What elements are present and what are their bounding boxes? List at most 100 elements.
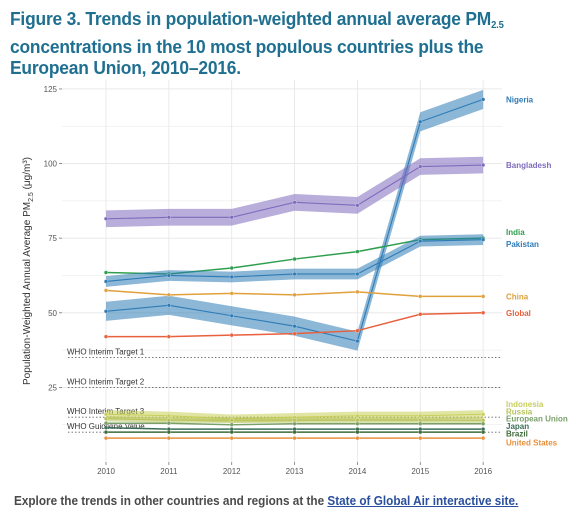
point-russia-2016 xyxy=(481,418,486,423)
point-global-2012 xyxy=(229,333,234,338)
series-global xyxy=(103,310,486,339)
series-label-brazil: Brazil xyxy=(506,430,528,439)
x-tick-label-2013: 2013 xyxy=(286,467,304,476)
series-label-china: China xyxy=(506,292,529,301)
y-tick-label-75: 75 xyxy=(48,234,57,243)
series-japan xyxy=(103,425,486,432)
point-pakistan-2015 xyxy=(418,239,423,244)
point-pakistan-2012 xyxy=(229,274,234,280)
state-of-global-air-link[interactable]: State of Global Air interactive site. xyxy=(327,494,519,508)
point-european-union-2016 xyxy=(481,421,486,426)
point-brazil-2015 xyxy=(418,430,423,435)
point-global-2013 xyxy=(292,331,297,336)
point-russia-2014 xyxy=(355,418,360,423)
series-label-nigeria: Nigeria xyxy=(506,95,534,104)
point-pakistan-2016 xyxy=(481,237,486,242)
series-european-union xyxy=(103,421,486,427)
x-tick-label-2012: 2012 xyxy=(223,467,241,476)
point-nigeria-2010 xyxy=(103,309,109,314)
series-labels: Nigeria Bangladesh India Pakistan China Globa… xyxy=(506,95,568,447)
point-nigeria-2015 xyxy=(418,119,423,124)
point-russia-2012 xyxy=(229,418,234,423)
point-india-2012 xyxy=(229,265,234,271)
point-indonesia-2015 xyxy=(418,413,423,418)
point-brazil-2014 xyxy=(355,430,360,435)
series-label-japan: Japan xyxy=(506,422,529,431)
point-european-union-2013 xyxy=(292,421,297,426)
x-tick-label-2014: 2014 xyxy=(349,467,367,476)
y-axis-label: Population-Weighted Annual Average PM2.5… xyxy=(22,157,35,385)
point-european-union-2015 xyxy=(418,421,423,426)
reference-label-who-interim-target-1: WHO Interim Target 1 xyxy=(67,348,145,357)
point-russia-2010 xyxy=(103,416,109,421)
point-bangladesh-2013 xyxy=(292,200,297,205)
point-bangladesh-2016 xyxy=(481,163,486,168)
title-part-2: concentrations in the 10 most populous c… xyxy=(10,36,484,78)
point-bangladesh-2011 xyxy=(166,215,171,220)
series-label-russia: Russia xyxy=(506,407,533,416)
series-label-european-union: European Union xyxy=(506,415,568,424)
point-global-2016 xyxy=(481,310,486,315)
point-china-2010 xyxy=(103,288,109,293)
y-axis-label-subscript: 2.5 xyxy=(28,192,35,202)
series-bangladesh xyxy=(103,156,486,228)
point-united-states-2014 xyxy=(355,436,360,441)
point-china-2014 xyxy=(355,289,360,294)
point-nigeria-2016 xyxy=(481,97,486,102)
series-label-pakistan: Pakistan xyxy=(506,240,539,249)
point-united-states-2011 xyxy=(166,436,171,441)
point-china-2012 xyxy=(229,291,234,296)
point-united-states-2015 xyxy=(418,436,423,441)
point-nigeria-2013 xyxy=(292,324,297,329)
reference-label-who-interim-target-3: WHO Interim Target 3 xyxy=(67,407,145,416)
series-label-global: Global xyxy=(506,309,531,318)
x-axis: 2010 2011 2012 2013 2014 2015 2016 xyxy=(97,462,493,476)
footer-note: Explore the trends in other countries an… xyxy=(14,494,546,508)
point-china-2015 xyxy=(418,294,423,299)
series-label-united-states: United States xyxy=(506,439,558,448)
point-pakistan-2013 xyxy=(292,271,297,277)
series-united-states xyxy=(103,436,486,441)
band-bangladesh xyxy=(106,156,484,228)
point-global-2015 xyxy=(418,312,423,317)
point-india-2014 xyxy=(355,249,360,254)
point-bangladesh-2010 xyxy=(103,216,109,221)
y-tick-label-25: 25 xyxy=(48,383,57,392)
x-tick-label-2011: 2011 xyxy=(160,467,178,476)
point-nigeria-2012 xyxy=(229,313,234,318)
point-pakistan-2014 xyxy=(355,271,360,277)
point-european-union-2012 xyxy=(229,422,234,427)
point-china-2016 xyxy=(481,294,486,299)
point-pakistan-2010 xyxy=(103,279,109,284)
point-india-2013 xyxy=(292,257,297,262)
title-part-1: Figure 3. Trends in population-weighted … xyxy=(10,8,492,29)
title-subscript: 2.5 xyxy=(491,20,504,31)
point-nigeria-2014 xyxy=(355,339,360,344)
point-brazil-2012 xyxy=(229,430,234,435)
y-axis-label-unit: (μg/m³) xyxy=(22,157,33,192)
point-japan-2010 xyxy=(103,425,109,430)
point-european-union-2014 xyxy=(355,421,360,426)
point-pakistan-2011 xyxy=(166,273,171,278)
x-tick-label-2010: 2010 xyxy=(97,467,115,476)
footer-text: Explore the trends in other countries an… xyxy=(14,494,328,508)
point-united-states-2012 xyxy=(229,436,234,441)
point-bangladesh-2014 xyxy=(355,203,360,208)
band-pakistan xyxy=(106,234,484,287)
point-russia-2013 xyxy=(292,418,297,423)
series-label-bangladesh: Bangladesh xyxy=(506,161,551,170)
point-indonesia-2016 xyxy=(481,412,486,417)
point-brazil-2013 xyxy=(292,430,297,435)
point-brazil-2011 xyxy=(166,430,171,435)
point-indonesia-2011 xyxy=(166,413,171,418)
point-united-states-2010 xyxy=(103,436,109,441)
y-tick-label-100: 100 xyxy=(44,160,58,169)
point-indonesia-2010 xyxy=(103,412,109,417)
series-label-indonesia: Indonesia xyxy=(506,400,544,409)
point-nigeria-2011 xyxy=(166,303,171,308)
point-russia-2015 xyxy=(418,418,423,423)
series-russia xyxy=(103,416,486,423)
y-axis: 25 50 75 100 125 xyxy=(44,85,62,392)
point-indonesia-2014 xyxy=(355,413,360,418)
point-china-2013 xyxy=(292,292,297,297)
